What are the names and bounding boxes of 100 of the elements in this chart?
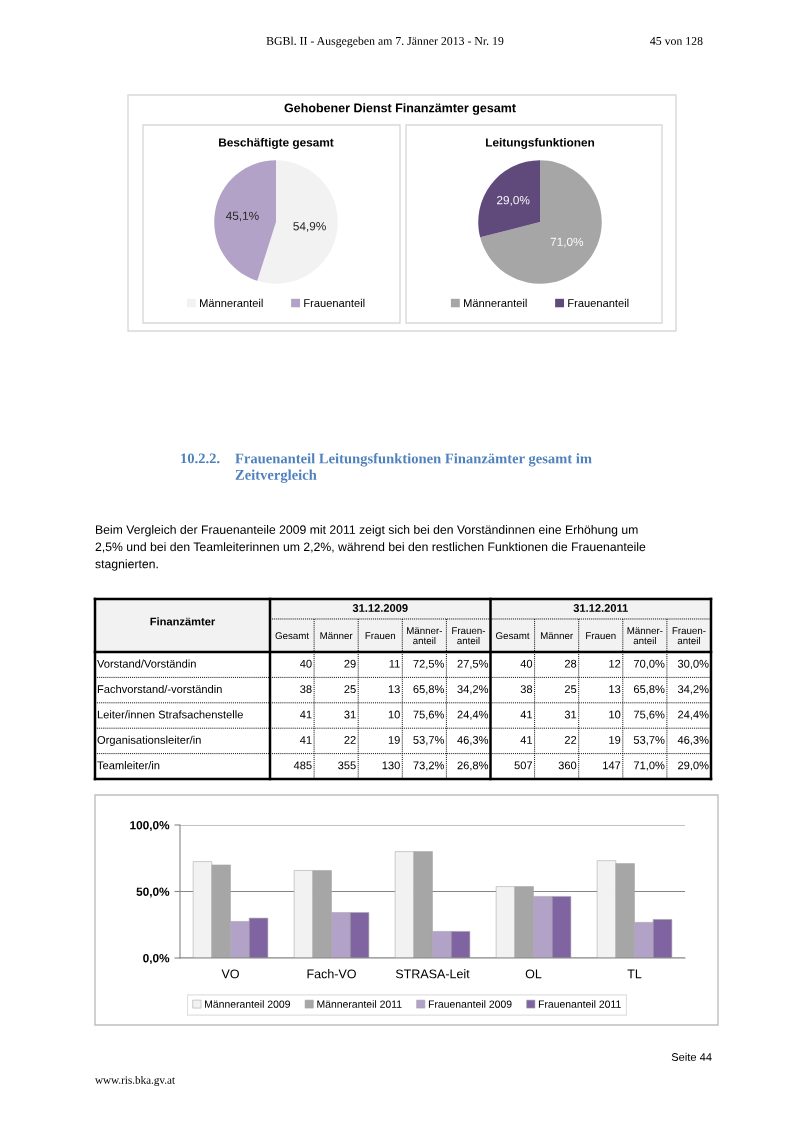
x-tick-label: STRASA-Leit (395, 969, 470, 979)
pie-slice (480, 160, 602, 284)
text: 24,4% (678, 710, 709, 720)
data-label: 29,0% (497, 195, 530, 206)
category-label: Gesamt (275, 632, 309, 640)
text: 25 (344, 685, 356, 694)
text: 485 (293, 761, 312, 770)
y-tick-label: 50,0% (136, 887, 170, 898)
x-tick-label: Fach-VO (307, 969, 356, 979)
category-label: Frauen- anteil (452, 627, 486, 645)
text: Finanzämter (150, 617, 216, 626)
text: 53,7% (413, 736, 445, 746)
text: 73,2% (413, 761, 445, 771)
category-label: Vorstand/Vorständin (97, 659, 196, 668)
text: 71,0% (633, 761, 665, 771)
text: 72,5% (413, 659, 445, 669)
text: 70,0% (633, 659, 665, 669)
text: 10 (388, 710, 400, 719)
text: 24,4% (457, 710, 489, 720)
text: Seite 44 (671, 1052, 712, 1061)
text: 27,5% (457, 659, 489, 669)
text: 41 (520, 736, 533, 744)
data-label: 54,9% (293, 222, 326, 232)
text: 34,2% (457, 685, 489, 695)
pie-slice (214, 160, 276, 281)
category-label: Männer (540, 632, 573, 640)
text: 355 (338, 761, 356, 770)
text: Gehobener Dienst Finanzämter gesamt (284, 103, 516, 115)
category-label: Männer- anteil (407, 627, 443, 645)
category-label: Frauen- anteil (672, 627, 706, 645)
text: 22 (564, 736, 577, 744)
text: Frauenanteil Leitungsfunktionen Finanzämter gesamt im Zeitvergleich (235, 453, 592, 483)
category-label: Leiter/innen Strafsachenstelle (97, 710, 243, 719)
text: 30,0% (677, 659, 709, 669)
text: 22 (344, 736, 356, 744)
legend-label: Männeranteil (464, 298, 527, 308)
x-tick-label: VO (221, 969, 239, 979)
y-tick-label: 0,0% (143, 954, 170, 965)
text: BGBl. II - Ausgegeben am 7. Jänner 2013 - Nr. 19 (266, 36, 504, 48)
text: 11 (389, 659, 400, 668)
category-label: Frauen (365, 632, 396, 640)
category-label: Organisationsleiter/in (97, 735, 201, 747)
category-label: Teamleiter/in (97, 761, 160, 770)
text: 29,0% (678, 761, 709, 771)
chart-title: Leitungsfunktionen (486, 137, 595, 149)
text: 46,3% (677, 736, 709, 746)
text: 41 (520, 710, 533, 719)
text: 19 (609, 736, 621, 744)
text: www.ris.bka.gv.at (95, 1075, 175, 1087)
category-label: Männer (320, 632, 353, 640)
text: 46,3% (457, 736, 489, 746)
x-tick-label: OL (525, 969, 542, 979)
text: Beim Vergleich der Frauenanteile 2009 mit 2011 zeigt sich bei den Vorständinnen eine Erhöhung um 2,5% und bei den Teamleiterinnen um 2,2%, während bei den restlichen Funktionen die Frauenanteile stagnierten. (95, 525, 646, 571)
legend-label: Frauenanteil 2011 (538, 1000, 621, 1008)
text: 53,7% (633, 736, 665, 746)
chart-title: Beschäftigte gesamt (219, 137, 334, 149)
category-label: Fachvorstand/-vorständin (97, 684, 222, 694)
text: 25 (564, 685, 577, 694)
text: 31.12.2009 (352, 604, 408, 612)
legend-label: Männeranteil 2011 (317, 1000, 402, 1008)
text: 10.2.2. (181, 453, 220, 464)
text: 34,2% (677, 685, 709, 695)
text: 19 (388, 736, 400, 744)
text: 65,8% (413, 685, 445, 695)
text: 65,8% (633, 685, 665, 695)
text: 45 von 128 (650, 36, 703, 45)
data-label: 45,1% (225, 211, 259, 222)
text: 13 (388, 685, 400, 694)
legend-label: Männeranteil 2009 (205, 1000, 290, 1008)
text: 38 (300, 685, 312, 694)
text: 13 (609, 685, 621, 694)
legend-label: Frauenanteil (568, 298, 629, 308)
text: 41 (300, 736, 312, 744)
pie-slice (257, 160, 338, 284)
text: 360 (558, 761, 577, 770)
text: 28 (564, 659, 577, 668)
legend-label: Männeranteil (200, 298, 263, 308)
text: 41 (300, 710, 312, 719)
text: 12 (609, 659, 621, 668)
text: 10 (609, 710, 621, 719)
y-tick-label: 100,0% (130, 821, 170, 832)
legend-label: Frauenanteil 2009 (428, 1000, 512, 1008)
text: 507 (514, 761, 533, 770)
legend-label: Frauenanteil (304, 298, 365, 308)
text: 31.12.2011 (573, 604, 628, 612)
category-label: Frauen (586, 632, 616, 640)
text: 147 (603, 761, 621, 770)
category-label: Männer- anteil (627, 627, 663, 645)
text: 40 (520, 659, 533, 668)
text: 40 (300, 659, 312, 668)
x-tick-label: TL (627, 969, 642, 979)
text: 31 (344, 710, 356, 719)
text: 75,6% (413, 710, 445, 720)
text: 38 (520, 685, 533, 694)
text: 130 (382, 761, 400, 770)
text: 75,6% (633, 710, 665, 720)
text: 26,8% (457, 761, 489, 771)
category-label: Gesamt (496, 632, 530, 640)
text: 31 (564, 710, 577, 719)
pie-slice (478, 160, 540, 238)
